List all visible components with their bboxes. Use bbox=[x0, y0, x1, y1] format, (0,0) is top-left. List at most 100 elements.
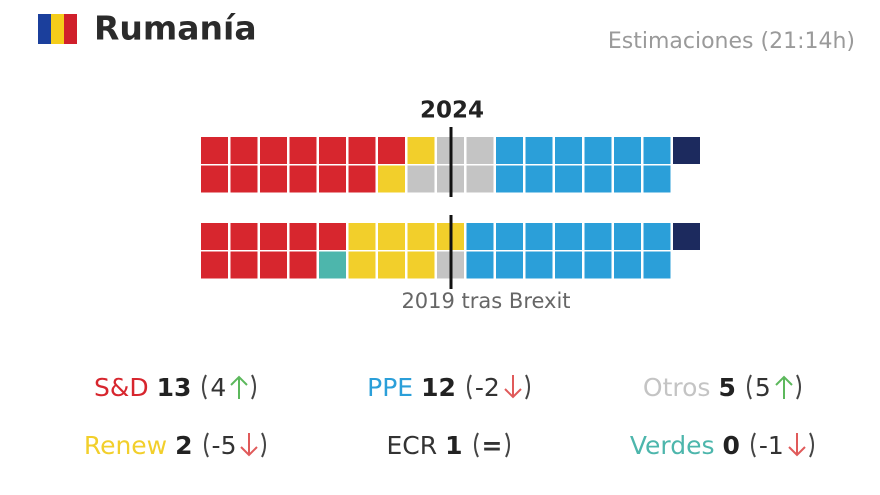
parenthesis bbox=[795, 374, 801, 400]
seat bbox=[496, 223, 523, 250]
subtitle: Estimaciones (21:14h) bbox=[608, 29, 855, 54]
seat bbox=[525, 251, 553, 279]
seat bbox=[466, 137, 494, 164]
party-name: ECR bbox=[386, 430, 438, 460]
series-label: 2024 bbox=[420, 98, 484, 124]
flag bbox=[38, 14, 77, 44]
seat bbox=[230, 165, 258, 193]
seat bbox=[643, 165, 671, 193]
seat bbox=[525, 165, 553, 193]
seat bbox=[230, 251, 258, 279]
seat bbox=[555, 137, 582, 164]
seat bbox=[289, 251, 317, 279]
legend-item: Renew 2 -5 bbox=[40, 430, 313, 460]
parenthesis bbox=[203, 432, 209, 458]
legend-item: ECR 1 = bbox=[313, 430, 586, 460]
seat bbox=[673, 223, 700, 250]
seat bbox=[496, 137, 523, 164]
legend: S&D 13 4 PPE 12 -2 Otros 5 5 Renew 2 -5 ECR 1 = Verdes 0… bbox=[40, 372, 860, 460]
seat bbox=[525, 137, 553, 164]
seat bbox=[319, 165, 346, 193]
arrow-down bbox=[788, 433, 806, 457]
parenthesis bbox=[473, 432, 479, 458]
change: = bbox=[481, 430, 503, 460]
seat bbox=[555, 165, 582, 193]
change: -5 bbox=[211, 430, 237, 460]
seat bbox=[260, 223, 287, 250]
seat bbox=[614, 137, 641, 164]
seat bbox=[407, 251, 435, 279]
parenthesis bbox=[505, 432, 511, 458]
seat bbox=[614, 223, 641, 250]
seat bbox=[407, 165, 435, 193]
chart: Rumanía Estimaciones (21:14h) 2024 2019 t… bbox=[38, 9, 855, 313]
seat bbox=[584, 251, 612, 279]
party-name: Renew bbox=[83, 430, 168, 460]
legend-item: S&D 13 4 bbox=[40, 372, 313, 402]
seat bbox=[643, 223, 671, 250]
seat bbox=[348, 251, 376, 279]
parenthesis bbox=[524, 374, 530, 400]
seat-count: 1 bbox=[445, 430, 463, 460]
seat bbox=[673, 137, 700, 164]
seat bbox=[407, 223, 435, 250]
title: Rumanía bbox=[94, 9, 257, 48]
seat bbox=[378, 137, 405, 164]
seat bbox=[555, 223, 582, 250]
seat bbox=[584, 137, 612, 164]
arrow-up bbox=[775, 375, 793, 399]
parenthesis bbox=[808, 432, 814, 458]
parenthesis bbox=[750, 432, 756, 458]
seat bbox=[230, 223, 258, 250]
seat bbox=[348, 137, 376, 164]
legend-item: PPE 12 -2 bbox=[313, 372, 586, 402]
seat-count: 13 bbox=[156, 372, 192, 402]
seat bbox=[201, 223, 228, 250]
seat bbox=[201, 137, 228, 164]
parenthesis bbox=[466, 374, 472, 400]
seat bbox=[466, 251, 494, 279]
seat bbox=[614, 251, 641, 279]
seat bbox=[348, 223, 376, 250]
parenthesis bbox=[261, 432, 267, 458]
seat bbox=[584, 223, 612, 250]
change: 5 bbox=[754, 372, 771, 402]
seat bbox=[643, 251, 671, 279]
arrow-down bbox=[240, 433, 259, 457]
party-name: Otros bbox=[642, 372, 711, 402]
change: -1 bbox=[758, 430, 784, 460]
party-name: Verdes bbox=[629, 430, 715, 460]
legend-item: Verdes 0 -1 bbox=[587, 430, 860, 460]
seat bbox=[201, 251, 228, 279]
seat bbox=[378, 251, 405, 279]
arrow-down bbox=[504, 375, 522, 399]
seat bbox=[643, 137, 671, 164]
seat bbox=[319, 137, 346, 164]
change: -2 bbox=[474, 372, 500, 402]
seat bbox=[289, 165, 317, 193]
seat-count: 0 bbox=[722, 430, 740, 460]
seat bbox=[378, 165, 405, 193]
seat bbox=[614, 165, 641, 193]
change: 4 bbox=[210, 372, 227, 402]
seat bbox=[289, 223, 317, 250]
seat-count: 12 bbox=[421, 372, 456, 402]
seat bbox=[230, 137, 258, 164]
seat bbox=[319, 223, 346, 250]
legend-item: Otros 5 5 bbox=[587, 372, 860, 402]
seat-count: 5 bbox=[718, 372, 736, 402]
seat bbox=[466, 165, 494, 193]
seat bbox=[260, 251, 287, 279]
seat bbox=[260, 165, 287, 193]
seat bbox=[584, 165, 612, 193]
seat bbox=[289, 137, 317, 164]
party-name: S&D bbox=[94, 372, 149, 402]
seat bbox=[201, 165, 228, 193]
seat bbox=[496, 165, 523, 193]
series-label: 2019 tras Brexit bbox=[401, 289, 570, 313]
seat bbox=[348, 165, 376, 193]
seat bbox=[407, 137, 435, 164]
seat bbox=[319, 251, 346, 279]
parenthesis bbox=[746, 374, 752, 400]
